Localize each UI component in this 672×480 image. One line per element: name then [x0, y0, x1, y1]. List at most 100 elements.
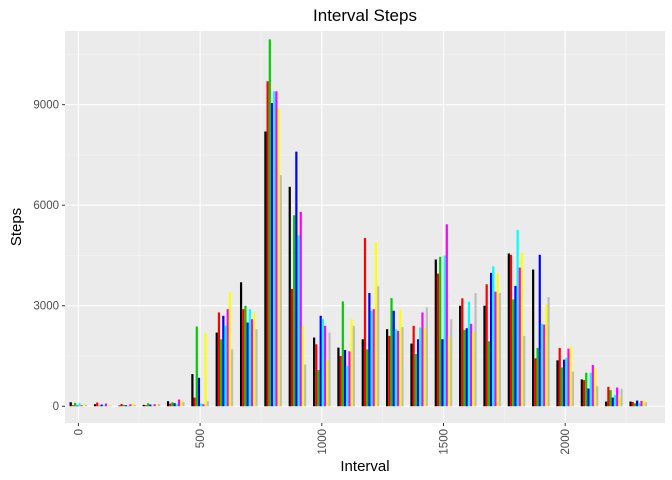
bar — [124, 405, 128, 407]
bar — [467, 301, 471, 407]
bar — [350, 319, 353, 407]
bar — [109, 405, 112, 407]
bar — [631, 401, 634, 407]
bar — [633, 403, 637, 407]
bar — [591, 365, 594, 407]
bar — [264, 131, 267, 407]
bar — [474, 293, 477, 407]
bar — [224, 325, 227, 407]
bar — [520, 253, 524, 407]
bar — [414, 353, 417, 407]
bar — [279, 175, 282, 407]
bar — [144, 405, 148, 407]
bar — [317, 370, 320, 407]
bar — [122, 404, 125, 407]
bar — [149, 404, 152, 407]
bar — [180, 400, 183, 407]
x-tick-label: 1000 — [317, 429, 329, 455]
chart-title: Interval Steps — [313, 6, 417, 25]
bar — [487, 341, 490, 407]
bar — [394, 329, 398, 407]
bar — [399, 309, 402, 407]
bar — [540, 323, 544, 407]
bar — [465, 328, 468, 407]
bar — [569, 346, 572, 407]
bar — [492, 266, 495, 407]
bar — [324, 325, 327, 407]
bar — [620, 388, 623, 407]
bar — [244, 305, 247, 407]
bar — [222, 315, 225, 407]
bar — [107, 404, 110, 407]
y-tick-label: 9000 — [33, 100, 59, 112]
x-tick-label: 500 — [195, 429, 207, 448]
bar — [315, 344, 318, 407]
bar — [193, 397, 196, 407]
bar — [301, 325, 305, 407]
bar — [560, 367, 563, 407]
bar — [640, 400, 643, 407]
bar — [71, 405, 74, 407]
bar — [84, 404, 88, 407]
bar — [69, 402, 72, 407]
bar — [250, 319, 254, 407]
bar — [611, 397, 614, 407]
bar — [607, 386, 610, 407]
bar — [370, 310, 373, 407]
bar — [516, 230, 519, 407]
bar — [445, 224, 448, 407]
x-tick-label: 2000 — [560, 429, 572, 455]
bar — [204, 333, 207, 407]
bar — [547, 297, 550, 407]
bar — [166, 401, 170, 407]
bar — [390, 298, 393, 407]
bar — [93, 404, 97, 407]
bar — [593, 368, 597, 407]
bar — [202, 404, 205, 407]
bar — [268, 39, 271, 407]
bar — [605, 401, 608, 407]
bar — [231, 349, 234, 407]
x-axis-title: Interval — [340, 458, 389, 475]
bar — [556, 360, 559, 407]
bar — [461, 298, 464, 407]
bar — [348, 351, 351, 407]
bar — [191, 374, 194, 407]
bar — [228, 292, 232, 407]
bar — [496, 272, 499, 407]
bar — [618, 395, 621, 407]
bar — [304, 364, 307, 407]
bar — [253, 312, 256, 407]
bar — [319, 315, 322, 407]
bar — [217, 312, 221, 407]
bar — [363, 238, 367, 407]
bar — [412, 325, 415, 407]
bar — [206, 401, 209, 407]
bar — [255, 329, 258, 407]
bar — [321, 319, 324, 407]
bar — [397, 330, 400, 407]
bar — [96, 402, 99, 407]
bar — [98, 405, 101, 407]
bar — [580, 379, 583, 407]
bar — [100, 404, 103, 407]
bar — [339, 355, 342, 407]
bar — [131, 403, 134, 407]
bar — [485, 284, 488, 407]
bar — [242, 309, 245, 407]
bar — [644, 402, 648, 407]
bar — [177, 399, 181, 407]
bar — [366, 349, 369, 407]
bar — [328, 332, 331, 407]
bar — [171, 402, 174, 407]
bar — [447, 336, 451, 407]
bar — [246, 322, 249, 407]
bar — [182, 401, 185, 407]
bar — [483, 305, 486, 407]
bar — [589, 372, 592, 407]
bar — [372, 309, 375, 407]
bar — [299, 211, 302, 407]
bar — [326, 359, 329, 407]
bar — [118, 405, 121, 407]
bar — [494, 291, 497, 407]
